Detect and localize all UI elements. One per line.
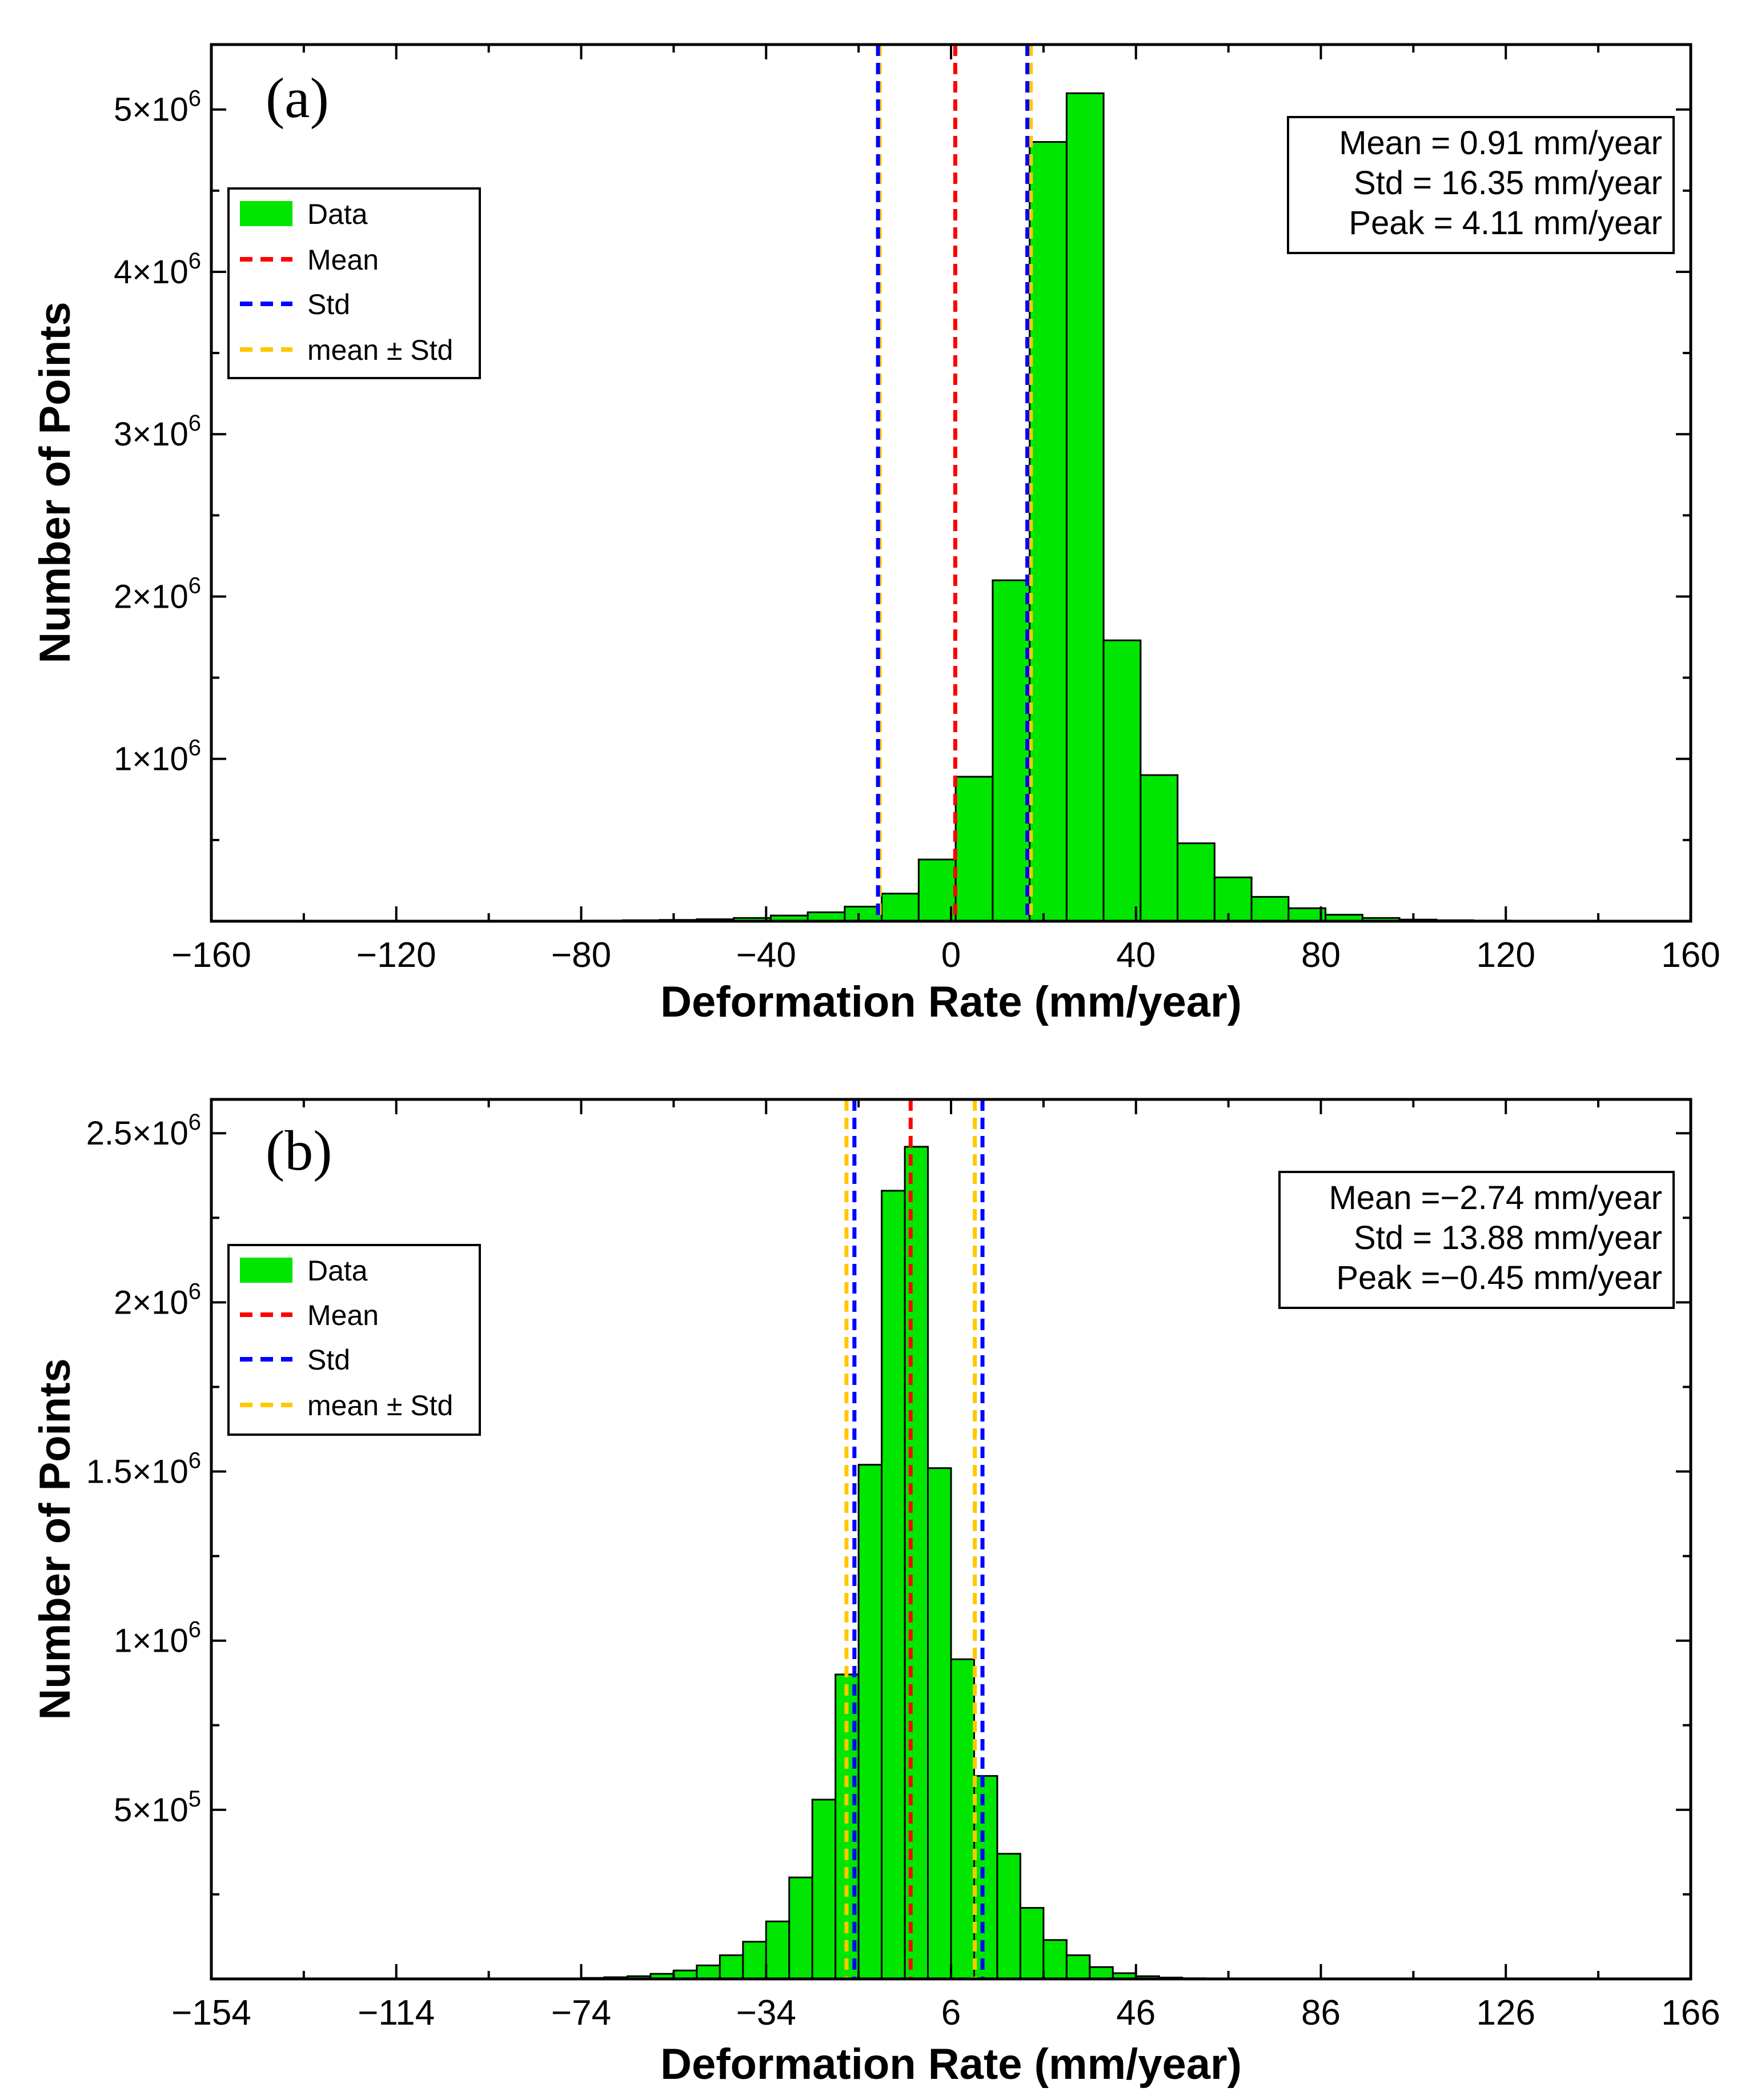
y-tick-label: 2×106: [114, 1279, 201, 1321]
histogram-bar: [881, 893, 920, 922]
x-tick-label: −160: [171, 935, 251, 975]
stats-box-frame-b: [1278, 1171, 1675, 1309]
stats-mean-a: Mean = 0.91 mm/year: [1339, 125, 1662, 162]
legend-label-data-a: Data: [307, 198, 368, 230]
x-axis-title-b: Deformation Rate (mm/year): [660, 2040, 1242, 2089]
x-tick-label: −154: [171, 1993, 251, 2033]
axis-ticks-b: −154 −114 −74 −34 6 46 86 126 166 5×105 1×106 1.5×1…: [86, 1099, 1720, 2033]
histogram-bar: [1213, 876, 1253, 922]
histogram-bar: [1065, 92, 1105, 922]
stats-std-b: Std = 13.88 mm/year: [1354, 1219, 1662, 1256]
panel-label-a: (a): [266, 66, 329, 130]
histogram-bar: [857, 1464, 883, 1980]
histogram-bar: [950, 1658, 975, 1980]
x-tick-label: 160: [1661, 935, 1720, 975]
stats-peak-a: Peak = 4.11 mm/year: [1349, 204, 1662, 242]
legend-label-data-b: Data: [307, 1255, 368, 1287]
legend-swatch-data-a: [240, 201, 292, 226]
histogram-bar: [954, 776, 994, 922]
y-tick-label: 3×106: [114, 411, 201, 453]
histogram-bar: [1140, 774, 1179, 922]
legend-a: Data Mean Std mean ± Std: [227, 187, 481, 379]
histogram-bar: [1250, 896, 1290, 922]
histogram-bar: [1177, 842, 1216, 922]
y-tick-label: 1×106: [114, 736, 201, 778]
panel-b: −154 −114 −74 −34 6 46 86 126 166 5×105 1×106 1.5×1…: [31, 1098, 1720, 2089]
y-axis-title-b: Number of Points: [31, 1358, 79, 1720]
x-tick-label: 40: [1116, 935, 1156, 975]
x-tick-label: −74: [551, 1993, 611, 2033]
legend-label-std-b: Std: [307, 1344, 350, 1376]
x-tick-label: 126: [1477, 1993, 1535, 2033]
legend-label-std-a: Std: [307, 288, 350, 320]
histogram-bar: [1089, 1966, 1114, 1980]
histogram-bar: [1019, 1907, 1045, 1980]
x-tick-label: 6: [941, 1993, 961, 2033]
legend-label-mean-a: Mean: [307, 244, 379, 276]
histogram-bar: [1102, 639, 1142, 922]
histogram-bar: [742, 1941, 767, 1980]
panel-label-b: (b): [266, 1119, 332, 1182]
legend-b: Data Mean Std mean ± Std: [227, 1244, 481, 1436]
histogram-bar: [811, 1798, 837, 1980]
stats-box-a: Mean = 0.91 mm/year Std = 16.35 mm/year …: [1287, 116, 1675, 254]
histogram-bar: [927, 1467, 952, 1980]
stats-box-frame-a: [1287, 116, 1675, 254]
x-tick-label: 86: [1301, 1993, 1341, 2033]
x-tick-label: −120: [356, 935, 436, 975]
x-tick-label: 166: [1661, 1993, 1720, 2033]
reference-lines-b: [844, 1099, 985, 1979]
histogram-bar: [765, 1920, 791, 1980]
histogram-bars-a: [548, 92, 1549, 922]
histogram-bar: [904, 1146, 929, 1980]
stats-mean-b: Mean =−2.74 mm/year: [1329, 1179, 1662, 1216]
x-tick-label: 80: [1301, 935, 1341, 975]
histogram-bar: [835, 1673, 860, 1980]
histogram-bar: [719, 1954, 744, 1980]
y-tick-label: 5×105: [114, 1786, 201, 1829]
y-tick-label: 1×106: [114, 1617, 201, 1660]
stats-std-a: Std = 16.35 mm/year: [1354, 164, 1662, 202]
y-tick-label: 2×106: [114, 573, 201, 615]
histogram-bar: [1065, 1954, 1091, 1980]
y-tick-label: 2.5×106: [86, 1110, 201, 1152]
x-tick-label: −40: [736, 935, 796, 975]
histogram-bar: [881, 1190, 906, 1980]
y-tick-label: 5×106: [114, 86, 201, 129]
x-tick-label: 120: [1477, 935, 1535, 975]
x-tick-label: −114: [358, 1993, 435, 2033]
y-tick-label: 4×106: [114, 248, 201, 291]
legend-label-band-b: mean ± Std: [307, 1390, 453, 1422]
y-axis-title-a: Number of Points: [31, 302, 79, 663]
panel-a: −160 −120 −80 −40 0 40 80 120 160 1×106 2×106 3×106…: [31, 43, 1720, 1026]
x-tick-label: 0: [941, 935, 961, 975]
histogram-bar: [1042, 1939, 1068, 1980]
stats-peak-b: Peak =−0.45 mm/year: [1336, 1259, 1662, 1296]
x-tick-label: −80: [551, 935, 611, 975]
histogram-bar: [992, 579, 1031, 922]
histogram-bar: [973, 1775, 998, 1980]
stats-box-b: Mean =−2.74 mm/year Std = 13.88 mm/year …: [1278, 1171, 1675, 1309]
histogram-bar: [1029, 141, 1068, 922]
histogram-bar: [696, 1964, 721, 1980]
x-tick-label: −34: [736, 1993, 796, 2033]
histogram-bar: [788, 1876, 813, 1980]
y-tick-label: 1.5×106: [86, 1448, 201, 1491]
x-axis-title-a: Deformation Rate (mm/year): [660, 978, 1242, 1026]
legend-label-mean-b: Mean: [307, 1299, 379, 1331]
histogram-bar: [996, 1853, 1021, 1980]
axis-ticks-a: −160 −120 −80 −40 0 40 80 120 160 1×106 2×106 3×106…: [114, 45, 1720, 975]
histogram-bars-b: [557, 1146, 1206, 1980]
legend-label-band-a: mean ± Std: [307, 334, 453, 366]
legend-swatch-data-b: [240, 1258, 292, 1283]
x-tick-label: 46: [1116, 1993, 1156, 2033]
